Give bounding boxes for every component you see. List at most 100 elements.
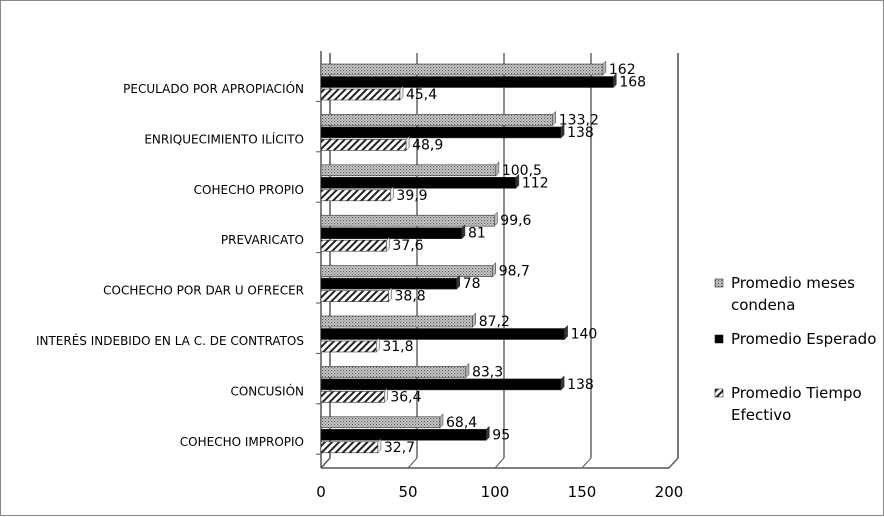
legend-label: Promedio Tiempo (731, 384, 862, 402)
data-label: 140 (571, 327, 598, 343)
bar-face (320, 391, 385, 403)
bars: 16216845,4133,213848,9100,511239,999,681… (320, 60, 646, 456)
bar-side (472, 312, 476, 328)
bar-side (486, 425, 490, 441)
bar-side (465, 362, 470, 379)
data-label: 87,2 (479, 314, 510, 330)
data-label: 133,2 (559, 112, 599, 128)
bar-side (613, 72, 617, 89)
bar-side (439, 413, 444, 429)
bar-face (320, 88, 401, 101)
legend-item: Promedio meses condena (714, 274, 855, 314)
bar-side (399, 85, 404, 101)
bar (320, 85, 404, 101)
data-label: 45,4 (406, 87, 437, 103)
bar-side (564, 324, 568, 341)
bar-side (552, 110, 557, 127)
bar-face (320, 139, 407, 151)
data-label: 138 (567, 125, 594, 141)
bar (320, 123, 565, 139)
data-label: 78 (463, 276, 481, 292)
legend-label: Promedio meses (731, 274, 855, 292)
category-label: PREVARICATO (221, 233, 304, 247)
category-label: INTERÉS INDEBIDO EN LA C. DE CONTRATOS (36, 333, 304, 348)
bar-side (377, 438, 382, 454)
bar (320, 438, 382, 454)
gridline-floor (581, 457, 592, 469)
x-axis-ticks: 0 50 100 150 200 (316, 100, 684, 501)
bar-side (384, 387, 388, 404)
bar-side (405, 135, 410, 152)
bar-face (320, 114, 554, 126)
data-label: 83,3 (472, 364, 503, 380)
bar-face (320, 189, 391, 202)
bar (320, 324, 568, 341)
data-label: 39,9 (396, 188, 427, 204)
bar (320, 173, 520, 189)
bar-side (386, 236, 390, 252)
category-label: CONCUSIÓN (230, 383, 304, 398)
x-tick-label: 50 (398, 483, 417, 501)
bar (320, 337, 380, 353)
bar-face (320, 340, 377, 353)
category-label: PECULADO POR APROPIACIÓN (123, 81, 304, 96)
bar-face (320, 290, 389, 302)
bar (320, 224, 466, 240)
bar-face (320, 416, 441, 429)
data-label: 81 (468, 226, 486, 242)
data-label: 32,7 (384, 440, 415, 456)
bar (320, 362, 470, 379)
category-labels: PECULADO POR APROPIACIÓN ENRIQUECIMIENTO … (36, 81, 304, 449)
legend-swatch (714, 334, 724, 344)
bar-face (320, 63, 604, 76)
data-label: 68,4 (446, 415, 477, 431)
bar-face (320, 328, 565, 340)
bar-side (602, 60, 607, 76)
category-label: COHECHO IMPROPIO (180, 435, 304, 449)
data-label: 48,9 (412, 137, 443, 153)
legend-swatch (714, 278, 724, 288)
bar-face (320, 177, 517, 189)
bar-face (320, 265, 494, 277)
data-label: 37,6 (392, 238, 423, 254)
bar-side (390, 186, 394, 202)
bar-face (320, 366, 467, 378)
legend-item: Promedio Esperado (714, 330, 876, 348)
data-label: 98,7 (499, 264, 530, 280)
gridline-floor (668, 457, 679, 469)
gridline-floor (407, 457, 418, 469)
bar-face (320, 227, 463, 239)
legend-label: Efectivo (731, 406, 791, 424)
x-tick-label: 200 (655, 483, 684, 501)
bar-face (320, 214, 495, 227)
category-label: COCHECHO POR DAR U OFRECER (103, 284, 304, 298)
legend-label: condena (731, 296, 795, 314)
bar (320, 413, 444, 429)
bar-face (320, 441, 379, 454)
bar-side (515, 173, 520, 189)
gridline-floor (494, 457, 505, 469)
bar (320, 261, 496, 278)
x-tick-label: 100 (481, 483, 510, 501)
bar-side (492, 261, 496, 278)
bar (320, 211, 498, 227)
x-tick-label: 0 (316, 483, 326, 501)
data-label: 168 (619, 75, 646, 91)
bar-face (320, 164, 497, 177)
bar (320, 425, 490, 441)
bar-face (320, 126, 562, 139)
bar (320, 236, 390, 252)
bar-side (560, 123, 565, 139)
bar (320, 161, 500, 177)
data-label: 31,8 (382, 339, 413, 355)
category-label: COHECHO PROPIO (194, 183, 304, 197)
legend: Promedio meses condena Promedio Esperado Pr… (714, 274, 876, 424)
bar-side (388, 286, 392, 303)
bar (320, 375, 565, 391)
legend-label: Promedio Esperado (731, 330, 876, 348)
legend-item: Promedio Tiempo Efectivo (714, 384, 862, 424)
data-label: 99,6 (500, 213, 531, 229)
bar (320, 110, 557, 127)
bar (320, 60, 607, 76)
